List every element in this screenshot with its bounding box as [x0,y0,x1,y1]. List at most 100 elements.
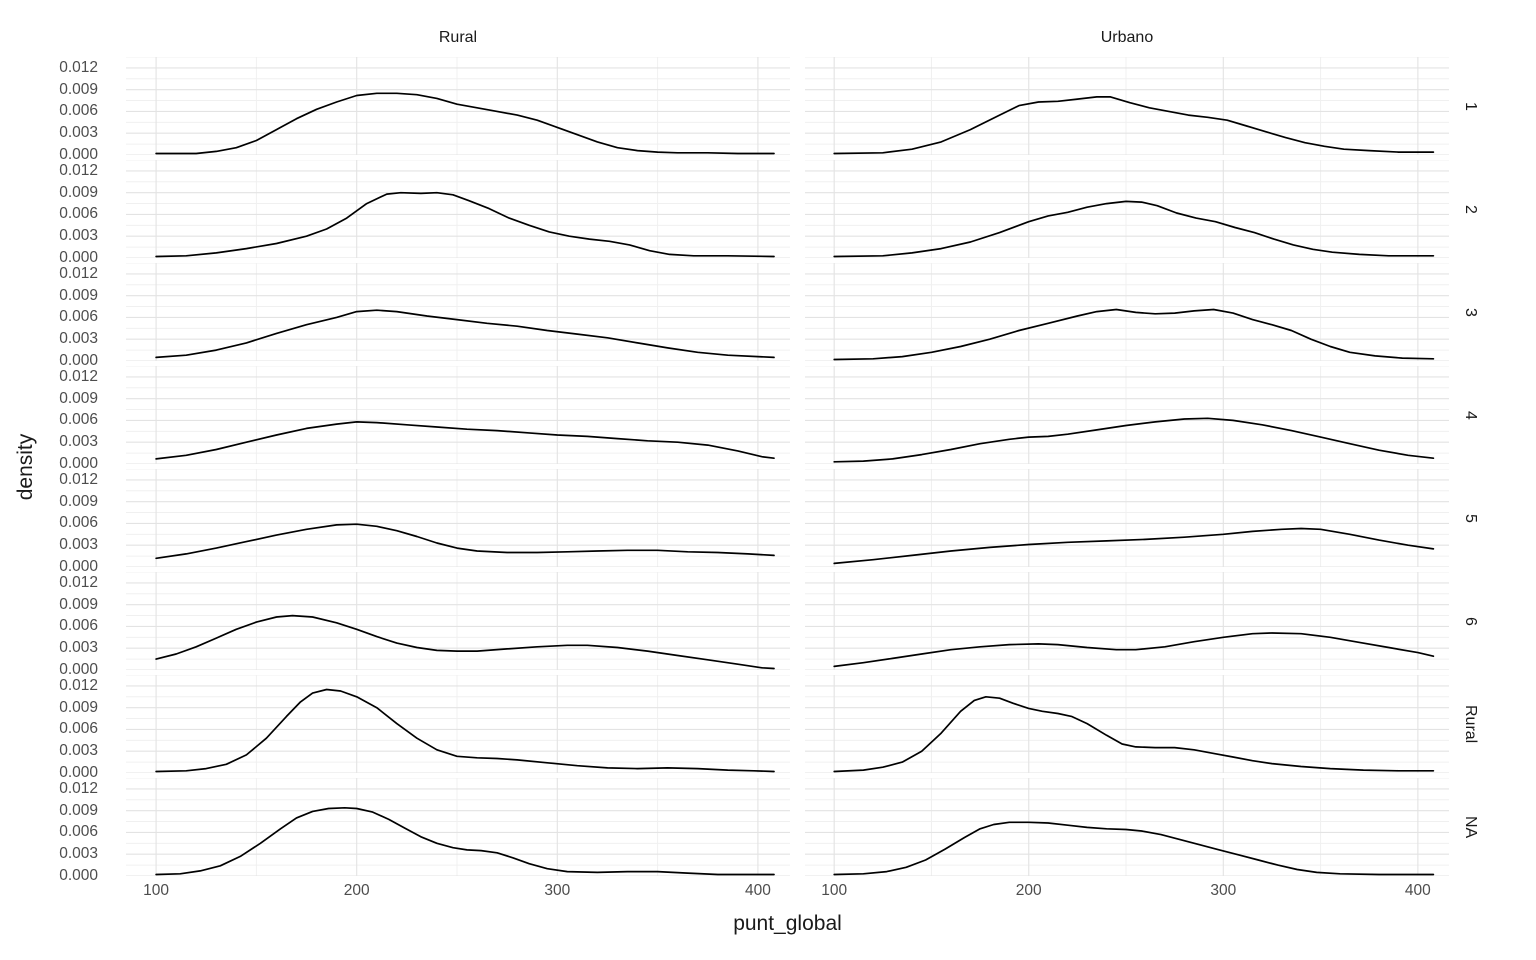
y-tick-label: 0.009 [59,286,98,304]
y-tick-label: 0.009 [59,698,98,716]
y-tick-label: 0.000 [59,661,98,678]
density-curve [155,806,775,876]
facet-panel-urbano-1 [805,57,1449,155]
y-tick-label: 0.012 [59,264,98,282]
facet-row-label: 1 [1462,101,1479,111]
facet-panel-urbano-4 [805,366,1449,464]
facet-panel-rural-na [126,778,790,876]
density-curve [833,200,1435,258]
y-tick-label: 0.009 [59,183,98,201]
y-tick-label: 0.000 [59,455,98,472]
x-tick-label: 100 [821,882,848,899]
y-axis-ticks: 0.012 0.009 0.006 0.003 0.000 [0,366,112,472]
x-axis-ticks-right: 100 200 300 400 [805,882,1449,902]
y-axis-title: density [14,433,37,501]
y-tick-label: 0.009 [59,80,98,98]
y-tick-label: 0.003 [59,227,98,245]
facet-row-label: Rural [1462,704,1479,744]
facet-panel-urbano-3 [805,263,1449,361]
y-tick-label: 0.003 [59,433,98,451]
facet-row-strip-3: 3 [1452,263,1488,361]
y-tick-label: 0.003 [59,845,98,863]
facet-panel-rural-4 [126,366,790,464]
y-tick-label: 0.000 [59,764,98,781]
density-curve [833,821,1435,876]
y-axis-ticks: 0.012 0.009 0.006 0.003 0.000 [0,57,112,163]
y-tick-label: 0.003 [59,639,98,657]
y-tick-label: 0.009 [59,595,98,613]
facet-panel-rural-3 [126,263,790,361]
density-curve [155,614,775,670]
y-tick-label: 0.009 [59,492,98,510]
density-curve [833,527,1435,565]
facet-panel-rural-2 [126,160,790,258]
y-tick-label: 0.000 [59,558,98,575]
facet-panel-urbano-2 [805,160,1449,258]
x-tick-label: 200 [1015,882,1042,899]
y-tick-label: 0.012 [59,470,98,488]
y-tick-label: 0.012 [59,779,98,797]
density-curve [155,421,775,460]
facet-panel-rural-5 [126,469,790,567]
facet-row-label: 3 [1462,307,1479,317]
facet-panel-rural-6 [126,572,790,670]
facet-column-label: Urbano [1100,29,1154,46]
y-tick-label: 0.012 [59,676,98,694]
x-axis-title: punt_global [733,912,842,935]
y-tick-label: 0.012 [59,58,98,76]
facet-row-strip-1: 1 [1452,57,1488,155]
x-tick-label: 400 [1404,882,1431,899]
density-curve [155,309,775,359]
y-axis-ticks: 0.012 0.009 0.006 0.003 0.000 [0,675,112,781]
y-tick-label: 0.006 [59,823,98,841]
facet-row-label: 5 [1462,513,1479,523]
y-tick-label: 0.000 [59,352,98,369]
x-tick-label: 300 [1210,882,1237,899]
y-axis-ticks: 0.012 0.009 0.006 0.003 0.000 [0,263,112,369]
facet-row-strip-4: 4 [1452,366,1488,464]
facet-column-strip-urbano: Urbano [805,26,1449,50]
density-curve [155,523,775,560]
facet-panel-urbano-6 [805,572,1449,670]
y-axis-ticks: 0.012 0.009 0.006 0.003 0.000 [0,160,112,266]
facet-row-strip-na: NA [1452,778,1488,876]
y-tick-label: 0.006 [59,411,98,429]
x-tick-label: 100 [143,882,170,899]
facet-row-strip-5: 5 [1452,469,1488,567]
facet-column-label: Rural [438,29,478,46]
y-tick-label: 0.006 [59,205,98,223]
y-tick-label: 0.003 [59,536,98,554]
facet-row-label: NA [1462,815,1479,839]
y-axis-ticks: 0.012 0.009 0.006 0.003 0.000 [0,572,112,678]
density-curve [155,688,775,773]
y-tick-label: 0.003 [59,330,98,348]
facet-column-strip-rural: Rural [126,26,790,50]
y-tick-label: 0.009 [59,389,98,407]
y-tick-label: 0.009 [59,801,98,819]
facet-row-strip-6: 6 [1452,572,1488,670]
facet-row-label: 2 [1462,204,1479,214]
density-curve [833,695,1435,773]
density-curve [833,308,1435,361]
x-tick-label: 300 [544,882,571,899]
facet-row-label: 6 [1462,616,1479,626]
density-curve [833,417,1435,463]
y-tick-label: 0.006 [59,617,98,635]
y-tick-label: 0.006 [59,514,98,532]
y-tick-label: 0.006 [59,308,98,326]
facet-panel-rural-1 [126,57,790,155]
facet-panel-rural-rural [126,675,790,773]
y-tick-label: 0.012 [59,161,98,179]
density-curve [833,96,1435,155]
y-tick-label: 0.006 [59,720,98,738]
facet-row-strip-rural: Rural [1452,675,1488,773]
facet-panel-urbano-rural [805,675,1449,773]
y-tick-label: 0.006 [59,102,98,120]
y-axis-ticks: 0.012 0.009 0.006 0.003 0.000 [0,469,112,575]
density-curve [833,632,1435,668]
y-tick-label: 0.000 [59,867,98,884]
density-curve [155,191,775,258]
facet-panel-urbano-na [805,778,1449,876]
y-axis-ticks: 0.012 0.009 0.006 0.003 0.000 [0,778,112,884]
